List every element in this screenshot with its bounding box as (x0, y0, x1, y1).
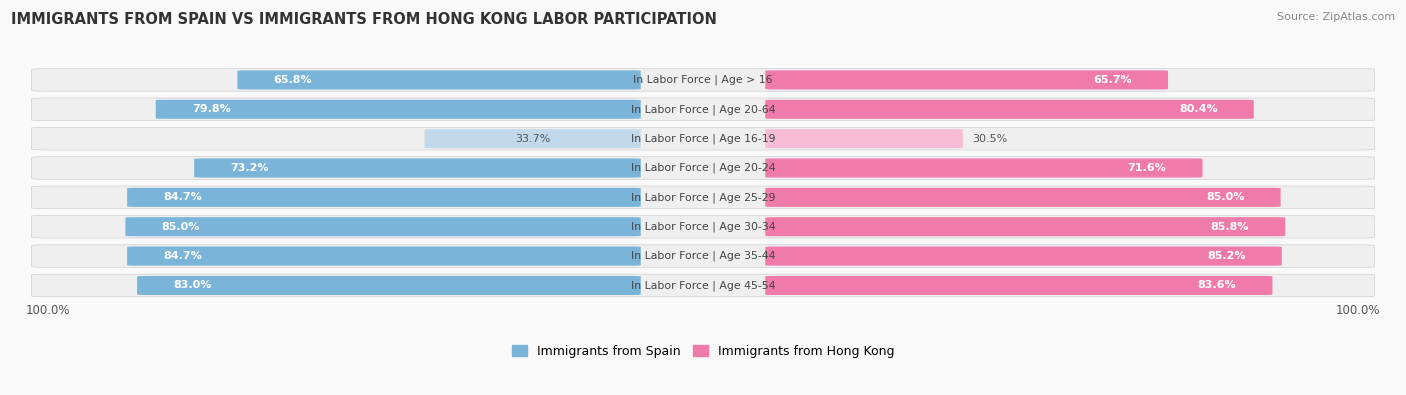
FancyBboxPatch shape (31, 215, 1375, 238)
FancyBboxPatch shape (765, 276, 1272, 295)
Text: 85.0%: 85.0% (1206, 192, 1244, 202)
Text: 85.2%: 85.2% (1208, 251, 1246, 261)
FancyBboxPatch shape (765, 100, 1254, 119)
Text: In Labor Force | Age 35-44: In Labor Force | Age 35-44 (631, 251, 775, 261)
Text: 100.0%: 100.0% (25, 304, 70, 317)
Text: 33.7%: 33.7% (515, 134, 550, 144)
Text: 65.8%: 65.8% (273, 75, 312, 85)
FancyBboxPatch shape (765, 246, 1282, 266)
Text: 30.5%: 30.5% (973, 134, 1008, 144)
FancyBboxPatch shape (31, 127, 1375, 150)
Text: In Labor Force | Age 16-19: In Labor Force | Age 16-19 (631, 134, 775, 144)
Text: In Labor Force | Age 25-29: In Labor Force | Age 25-29 (631, 192, 775, 203)
Text: 65.7%: 65.7% (1094, 75, 1132, 85)
Text: In Labor Force | Age 30-34: In Labor Force | Age 30-34 (631, 222, 775, 232)
Text: 80.4%: 80.4% (1180, 104, 1218, 114)
FancyBboxPatch shape (31, 186, 1375, 209)
Text: In Labor Force | Age 20-24: In Labor Force | Age 20-24 (631, 163, 775, 173)
FancyBboxPatch shape (31, 274, 1375, 297)
Text: 83.0%: 83.0% (173, 280, 211, 290)
Text: 73.2%: 73.2% (231, 163, 269, 173)
FancyBboxPatch shape (765, 129, 963, 148)
Text: In Labor Force | Age > 16: In Labor Force | Age > 16 (633, 75, 773, 85)
FancyBboxPatch shape (127, 246, 641, 266)
Text: Source: ZipAtlas.com: Source: ZipAtlas.com (1277, 12, 1395, 22)
FancyBboxPatch shape (31, 69, 1375, 91)
FancyBboxPatch shape (127, 188, 641, 207)
FancyBboxPatch shape (765, 188, 1281, 207)
FancyBboxPatch shape (31, 98, 1375, 120)
Text: In Labor Force | Age 45-54: In Labor Force | Age 45-54 (631, 280, 775, 291)
Text: 100.0%: 100.0% (1336, 304, 1381, 317)
Text: 85.0%: 85.0% (162, 222, 200, 232)
Text: 84.7%: 84.7% (163, 251, 202, 261)
FancyBboxPatch shape (125, 217, 641, 236)
FancyBboxPatch shape (31, 245, 1375, 267)
FancyBboxPatch shape (136, 276, 641, 295)
Text: 84.7%: 84.7% (163, 192, 202, 202)
FancyBboxPatch shape (765, 217, 1285, 236)
Text: IMMIGRANTS FROM SPAIN VS IMMIGRANTS FROM HONG KONG LABOR PARTICIPATION: IMMIGRANTS FROM SPAIN VS IMMIGRANTS FROM… (11, 12, 717, 27)
Text: 83.6%: 83.6% (1198, 280, 1236, 290)
Text: In Labor Force | Age 20-64: In Labor Force | Age 20-64 (631, 104, 775, 115)
FancyBboxPatch shape (194, 158, 641, 177)
FancyBboxPatch shape (156, 100, 641, 119)
Text: 79.8%: 79.8% (191, 104, 231, 114)
FancyBboxPatch shape (238, 70, 641, 89)
FancyBboxPatch shape (765, 158, 1202, 177)
FancyBboxPatch shape (765, 70, 1168, 89)
Text: 71.6%: 71.6% (1128, 163, 1167, 173)
FancyBboxPatch shape (425, 129, 641, 148)
FancyBboxPatch shape (31, 157, 1375, 179)
Legend: Immigrants from Spain, Immigrants from Hong Kong: Immigrants from Spain, Immigrants from H… (512, 345, 894, 358)
Text: 85.8%: 85.8% (1211, 222, 1249, 232)
